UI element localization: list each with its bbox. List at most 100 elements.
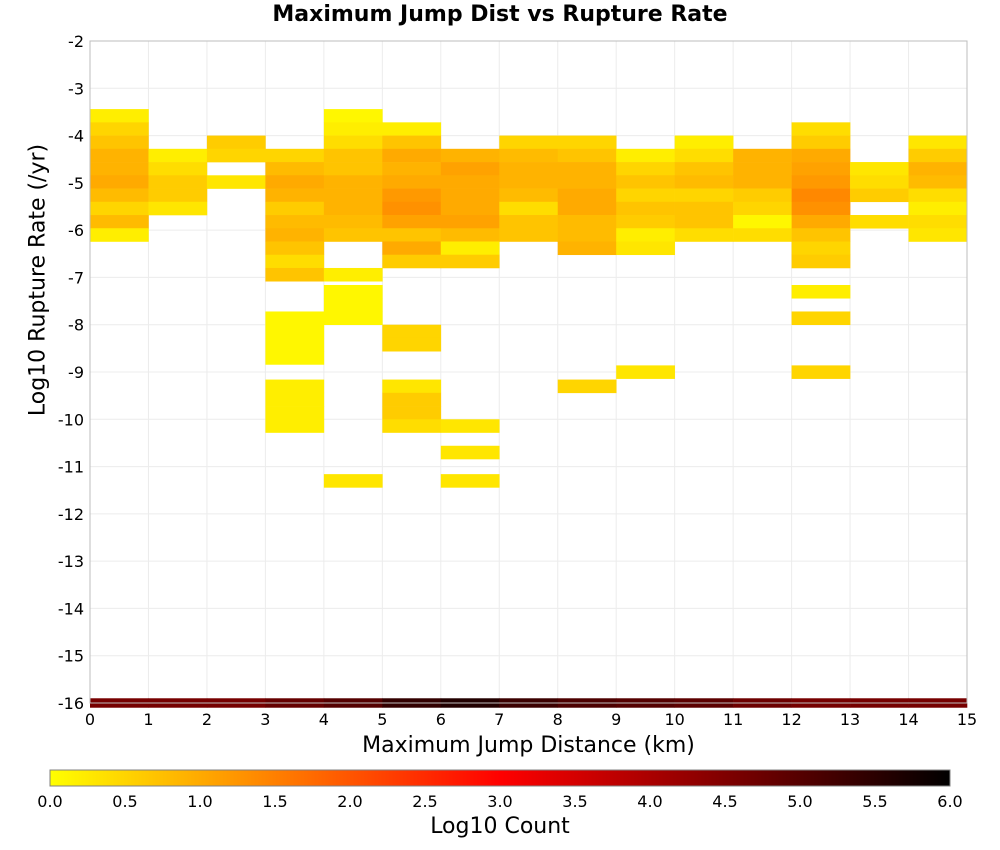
y-tick-label: -16 — [58, 694, 84, 713]
heatmap-cell — [323, 311, 383, 326]
heatmap-cell — [557, 241, 617, 256]
heatmap-cell — [265, 351, 325, 365]
heatmap-cells — [90, 109, 968, 708]
heatmap-cell — [791, 162, 851, 176]
heatmap-cell — [674, 135, 734, 150]
heatmap-cell — [382, 254, 442, 269]
colorbar-tick-label: 2.5 — [412, 792, 437, 811]
heatmap-cell — [382, 148, 442, 163]
heatmap-cell — [382, 215, 442, 229]
heatmap-cell — [733, 175, 792, 189]
y-tick-label: -15 — [58, 647, 84, 666]
heatmap-cell — [90, 188, 149, 203]
heatmap-cell — [850, 175, 909, 189]
heatmap-cell — [90, 122, 149, 136]
heatmap-cell — [616, 148, 675, 163]
heatmap-cell — [674, 228, 734, 242]
heatmap-cell — [908, 135, 968, 150]
heatmap-cell — [791, 175, 851, 189]
heatmap-cell — [265, 379, 325, 394]
heatmap-cell — [382, 241, 442, 256]
y-tick-label: -4 — [68, 127, 84, 146]
y-tick-label: -13 — [58, 552, 84, 571]
heatmap-cell — [499, 228, 559, 242]
heatmap-cell — [499, 162, 559, 176]
heatmap-cell — [382, 406, 442, 420]
heatmap-cell — [382, 201, 442, 216]
plot-frame — [89, 40, 968, 704]
heatmap-cell — [616, 365, 675, 379]
heatmap-cell — [382, 135, 442, 150]
x-axis-ticks: 0 1 2 3 4 5 6 7 8 9 10 11 12 13 14 15 — [85, 710, 977, 729]
heatmap-cell — [440, 148, 500, 163]
y-tick-label: -7 — [68, 268, 84, 287]
y-tick-label: -12 — [58, 505, 84, 524]
heatmap-cell — [791, 215, 851, 229]
heatmap-cell — [440, 215, 500, 229]
heatmap-cell — [323, 474, 383, 488]
y-tick-label: -3 — [68, 79, 84, 98]
x-tick-label: 7 — [494, 710, 504, 729]
heatmap-cell — [265, 254, 325, 269]
heatmap-cell — [908, 228, 968, 242]
heatmap-cell — [323, 162, 383, 176]
heatmap-cell — [908, 201, 968, 216]
heatmap-cell — [265, 162, 325, 176]
heatmap-cell — [323, 135, 383, 150]
heatmap-cell — [323, 201, 383, 216]
heatmap-cell — [499, 148, 559, 163]
x-tick-label: 1 — [143, 710, 153, 729]
heatmap-cell — [440, 254, 500, 269]
heatmap-cell — [90, 162, 149, 176]
heatmap-cell — [323, 298, 383, 312]
heatmap-cell — [791, 284, 851, 299]
heatmap-cell — [791, 228, 851, 242]
chart-title: Maximum Jump Dist vs Rupture Rate — [272, 2, 728, 27]
heatmap-cell — [850, 188, 909, 203]
colorbar-tick-label: 4.5 — [712, 792, 737, 811]
y-tick-label: -11 — [58, 458, 84, 477]
y-tick-label: -8 — [68, 316, 84, 335]
heatmap-cell — [557, 162, 617, 176]
heatmap-cell — [265, 215, 325, 229]
y-tick-label: -6 — [68, 221, 84, 240]
heatmap-cell — [382, 379, 442, 394]
colorbar-tick-label: 2.0 — [337, 792, 362, 811]
heatmap-cell — [382, 419, 442, 433]
heatmap-cell — [90, 135, 149, 150]
heatmap-cell — [440, 201, 500, 216]
heatmap-cell — [323, 109, 383, 123]
heatmap-cell — [674, 175, 734, 189]
y-axis-label: Log10 Rupture Rate (/yr) — [25, 143, 51, 417]
heatmap-cell — [616, 175, 675, 189]
heatmap-cell — [616, 201, 675, 216]
colorbar-tick-label: 4.0 — [637, 792, 662, 811]
heatmap-cell — [791, 201, 851, 216]
heatmap-cell — [323, 267, 383, 282]
heatmap-cell — [791, 241, 851, 256]
heatmap-cell — [733, 188, 792, 203]
colorbar — [49, 769, 951, 787]
heatmap-cell — [674, 215, 734, 229]
heatmap-cell — [265, 148, 325, 163]
heatmap-cell — [499, 135, 559, 150]
heatmap-cell — [674, 148, 734, 163]
heatmap-cell — [908, 148, 968, 163]
colorbar-label: Log10 Count — [430, 814, 570, 839]
heatmap-cell — [323, 175, 383, 189]
heatmap-cell — [148, 148, 208, 163]
heatmap-cell — [791, 135, 851, 150]
heatmap-cell — [148, 188, 208, 203]
x-tick-label: 15 — [957, 710, 977, 729]
x-tick-label: 9 — [611, 710, 621, 729]
heatmap-cell — [382, 188, 442, 203]
heatmap-cell — [733, 201, 792, 216]
heatmap-cell — [791, 122, 851, 136]
heatmap-cell — [382, 175, 442, 189]
heatmap-cell — [440, 241, 500, 256]
heatmap-cell — [265, 175, 325, 189]
heatmap-cell — [382, 122, 442, 136]
heatmap-cell — [90, 109, 149, 123]
heatmap-cell — [382, 392, 442, 407]
